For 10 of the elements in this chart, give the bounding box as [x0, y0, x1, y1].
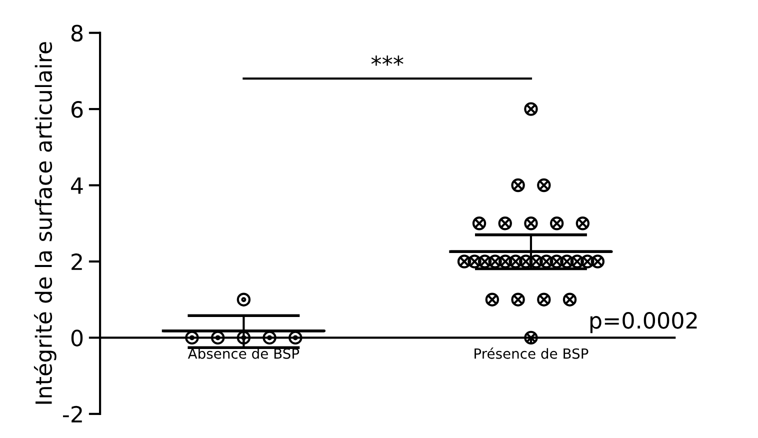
y-tick-label: -2	[63, 406, 82, 422]
y-tick-label: 0	[71, 330, 83, 346]
y-tick-label: 6	[71, 101, 83, 118]
x-tick-label: Présence de BSP	[474, 348, 588, 359]
annotation: ***	[371, 56, 404, 66]
y-tick-label: 2	[72, 253, 82, 270]
annotation: p=0.0002	[590, 312, 697, 334]
y-axis-title: Intégrité de la surface articulaire	[34, 42, 56, 404]
y-tick-label: 8	[71, 24, 83, 42]
y-tick-label: 4	[71, 178, 83, 194]
